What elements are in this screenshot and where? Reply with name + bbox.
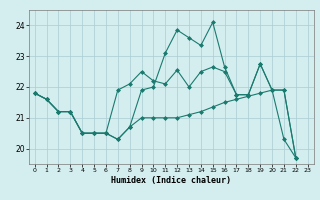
X-axis label: Humidex (Indice chaleur): Humidex (Indice chaleur): [111, 176, 231, 185]
